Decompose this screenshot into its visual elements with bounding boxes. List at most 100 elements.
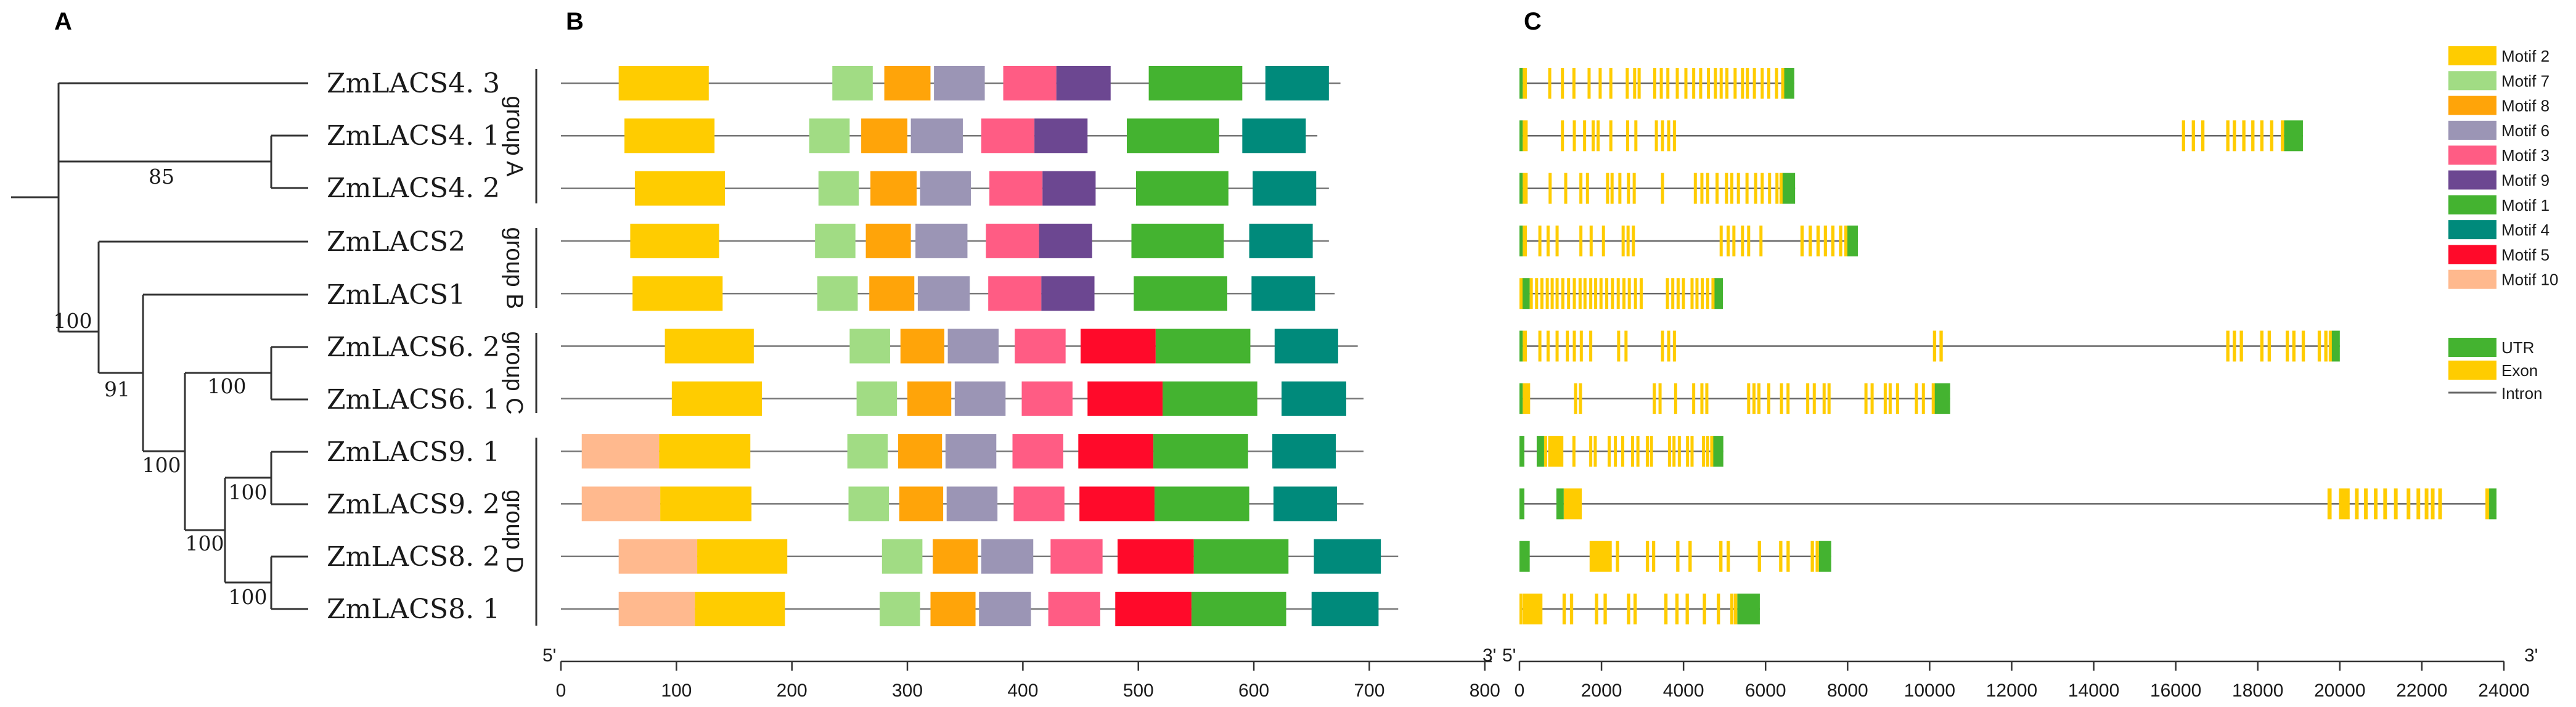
exon-box [1667, 436, 1671, 467]
motif-axis-3prime: 3' [1482, 645, 1496, 666]
exon-box [1711, 278, 1715, 309]
exon-box [2406, 488, 2411, 520]
motif-8-box [899, 486, 944, 521]
gene-axis-tick-label: 10000 [1904, 680, 1955, 701]
exon-box [1725, 173, 1728, 204]
exon-box [1617, 330, 1621, 362]
legend-swatch-motif-10 [2448, 269, 2496, 289]
exon-box [1546, 225, 1550, 256]
utr-box [1536, 436, 1544, 467]
legend-label: Motif 8 [2501, 97, 2549, 115]
exon-box [1844, 225, 1848, 256]
exon-box [1767, 383, 1770, 414]
exon-box [1730, 173, 1734, 204]
exon-box [1562, 594, 1566, 624]
exon-box [1661, 120, 1664, 152]
group-d-label: group D [501, 489, 527, 573]
motif-6-box [910, 118, 963, 153]
exon-box [1540, 278, 1544, 309]
legend-label: Exon [2501, 361, 2538, 380]
exon-box [1686, 436, 1690, 467]
exon-box [1719, 68, 1723, 99]
exon-box [2394, 488, 2398, 520]
motif-4-box [1311, 592, 1379, 626]
motif-7-box [817, 276, 858, 311]
exon-box [1747, 383, 1751, 414]
exon-box [1779, 541, 1783, 572]
exon-box [1827, 383, 1831, 414]
motif-axis-tick-label: 0 [556, 680, 566, 701]
exon-box [1627, 594, 1630, 624]
exon-box [1603, 594, 1607, 624]
exon-box [1671, 278, 1675, 309]
exon-box [1579, 225, 1583, 256]
exon-box [1710, 436, 1714, 467]
exon-box [1632, 225, 1635, 256]
motif-6-box [954, 381, 1006, 416]
legend-label: Motif 2 [2501, 47, 2549, 65]
legend-label: Motif 4 [2501, 221, 2549, 239]
utr-box [1519, 436, 1524, 467]
legend-label: Motif 6 [2501, 121, 2549, 140]
exon-box [1741, 225, 1744, 256]
bootstrap-value: 100 [142, 453, 181, 477]
exon-box [1625, 68, 1629, 99]
motif-6-box [934, 66, 985, 100]
motif-7-box [809, 118, 850, 153]
legend-label: Motif 7 [2501, 72, 2549, 90]
motif-2-box [630, 223, 719, 258]
utr-box [1712, 436, 1723, 467]
exon-box [1812, 383, 1816, 414]
exon-box [2324, 330, 2328, 362]
motif-1-box [1153, 434, 1248, 469]
legend-swatch-exon [2448, 361, 2496, 380]
exon-box [1579, 173, 1583, 204]
exon-box [1548, 68, 1552, 99]
exon-box [1730, 594, 1734, 624]
exon-box [1645, 541, 1650, 572]
exon-box [1538, 330, 1542, 362]
exon-box [2260, 120, 2264, 152]
exon-box [1666, 68, 1670, 99]
exon-box [2292, 330, 2296, 362]
exon-box [1595, 594, 1598, 624]
motif-3-box [1021, 381, 1073, 416]
exon-box [1548, 173, 1552, 204]
motif-7-box [818, 171, 859, 206]
panel-letter-a: A [54, 8, 72, 35]
exon-box [1523, 383, 1531, 414]
exon-box [1888, 383, 1892, 414]
exon-box [1692, 383, 1696, 414]
exon-box [1786, 541, 1790, 572]
motif-3-box [1015, 329, 1066, 364]
exon-box [1760, 68, 1764, 99]
motif-6-box [945, 434, 997, 469]
exon-box [2226, 330, 2230, 362]
exon-box [1599, 278, 1603, 309]
gene-label: ZmLACS4. 3 [327, 68, 500, 99]
motif-4-box [1253, 171, 1317, 206]
exon-box [1523, 594, 1543, 624]
exon-box [2281, 120, 2284, 152]
exon-box [1746, 68, 1749, 99]
exon-box [1725, 68, 1729, 99]
exon-box [1519, 594, 1523, 624]
motif-4-box [1249, 223, 1313, 258]
exon-box [1653, 383, 1656, 414]
exon-box [1601, 225, 1605, 256]
exon-box [1667, 330, 1670, 362]
exon-box [1589, 541, 1612, 572]
motif-2-box [697, 539, 788, 574]
motif-2-box [624, 118, 715, 153]
exon-box [1760, 173, 1764, 204]
exon-box [1632, 173, 1636, 204]
utr-box [1519, 120, 1523, 152]
legend-swatch-motif-3 [2448, 145, 2496, 165]
motif-axis-tick-label: 800 [1470, 680, 1500, 701]
exon-box [1939, 330, 1943, 362]
exon-box [1700, 383, 1704, 414]
utr-box [1519, 68, 1523, 99]
exon-box [1538, 225, 1542, 256]
exon-box [1597, 120, 1600, 152]
exon-box [1786, 383, 1790, 414]
